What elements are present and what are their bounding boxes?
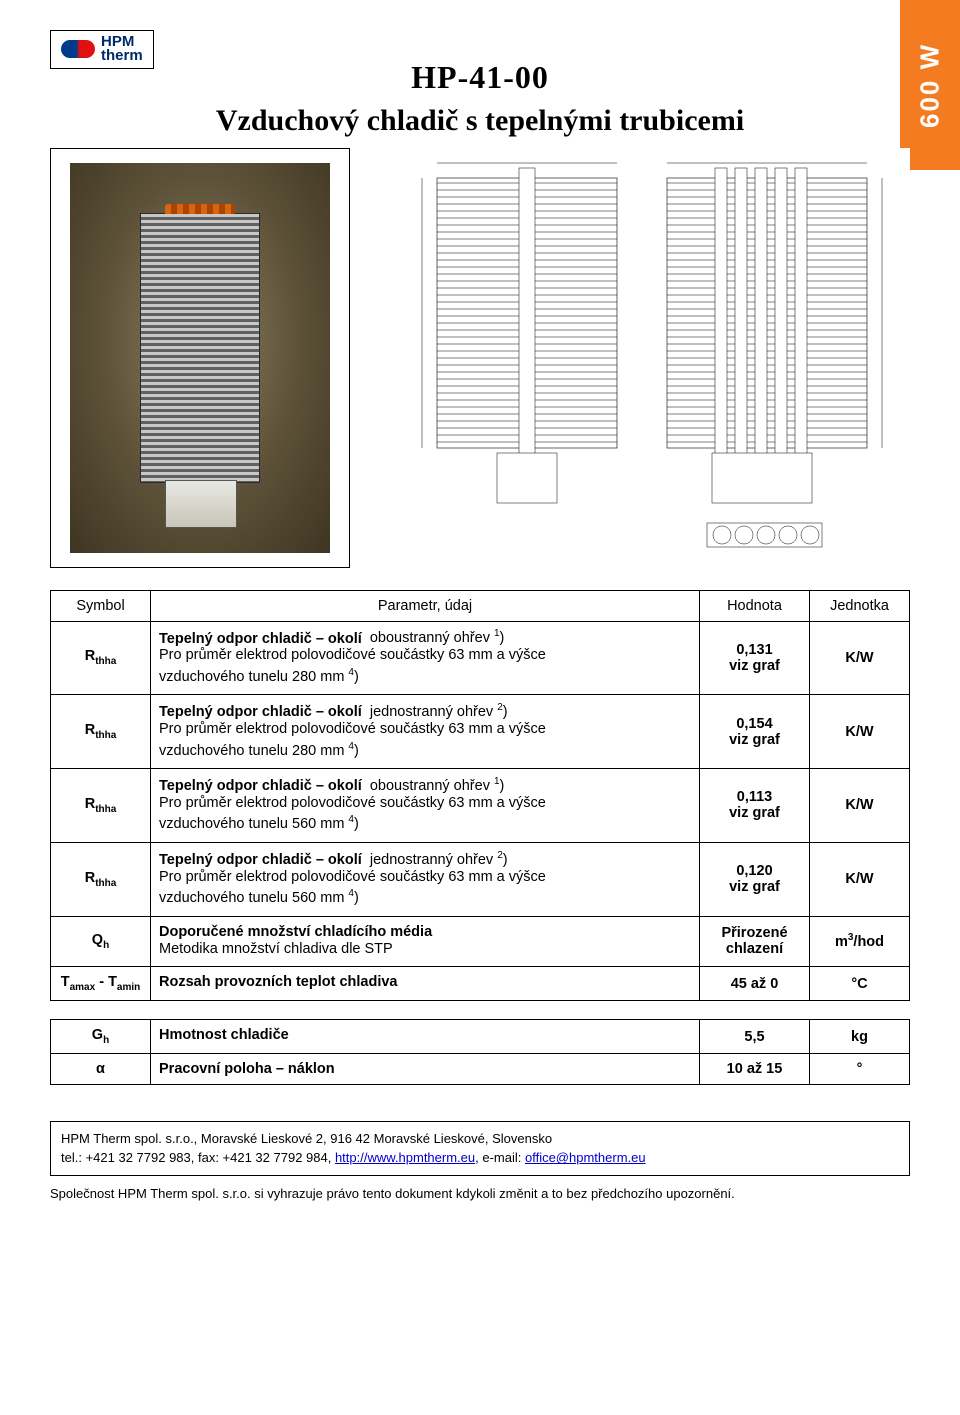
logo-text: HPM therm — [101, 35, 143, 64]
col-unit: Jednotka — [810, 590, 910, 621]
cell-param: Pracovní poloha – náklon — [151, 1053, 700, 1084]
header: HPM therm HP-41-00 Vzduchový chladič s t… — [50, 30, 910, 138]
footer-address-box: HPM Therm spol. s.r.o., Moravské Lieskov… — [50, 1121, 910, 1176]
footer-link-email[interactable]: office@hpmtherm.eu — [525, 1150, 646, 1165]
cell-param: Tepelný odpor chladič – okolí oboustrann… — [151, 621, 700, 695]
table-header-row: Symbol Parametr, údaj Hodnota Jednotka — [51, 590, 910, 621]
footer: HPM Therm spol. s.r.o., Moravské Lieskov… — [50, 1121, 910, 1204]
cell-param: Tepelný odpor chladič – okolí oboustrann… — [151, 769, 700, 843]
logo-line2: therm — [101, 47, 143, 64]
cell-value: 45 až 0 — [700, 967, 810, 1001]
cell-value: 0,131viz graf — [700, 621, 810, 695]
logo-box: HPM therm — [50, 30, 154, 69]
cell-unit: m3/hod — [810, 916, 910, 967]
heatsink-render — [140, 213, 260, 483]
cell-unit: kg — [810, 1020, 910, 1054]
cell-symbol: Rthha — [51, 695, 151, 769]
cell-value: 0,120viz graf — [700, 842, 810, 916]
cell-value: 0,154viz graf — [700, 695, 810, 769]
cell-unit: °C — [810, 967, 910, 1001]
table-row: QhDoporučené množství chladícího médiaMe… — [51, 916, 910, 967]
cell-value: Přirozenéchlazení — [700, 916, 810, 967]
cell-unit: K/W — [810, 621, 910, 695]
wattage-tag: 600 W — [900, 0, 960, 170]
table-row: αPracovní poloha – náklon10 až 15° — [51, 1053, 910, 1084]
cell-param: Doporučené množství chladícího médiaMeto… — [151, 916, 700, 967]
cell-unit: K/W — [810, 842, 910, 916]
cell-value: 10 až 15 — [700, 1053, 810, 1084]
technical-drawing — [364, 148, 910, 568]
footer-address: HPM Therm spol. s.r.o., Moravské Lieskov… — [61, 1129, 899, 1149]
footer-tel: tel.: +421 32 7792 983, fax: +421 32 779… — [61, 1150, 335, 1165]
cell-param: Rozsah provozních teplot chladiva — [151, 967, 700, 1001]
product-photo — [70, 163, 330, 553]
table-row: RthhaTepelný odpor chladič – okolí obous… — [51, 621, 910, 695]
table-row: RthhaTepelný odpor chladič – okolí jedno… — [51, 695, 910, 769]
product-subtitle: Vzduchový chladič s tepelnými trubicemi — [50, 104, 910, 138]
footer-contact: tel.: +421 32 7792 983, fax: +421 32 779… — [61, 1148, 899, 1168]
footer-disclaimer: Společnost HPM Therm spol. s.r.o. si vyh… — [50, 1184, 910, 1204]
model-number: HP-41-00 — [50, 59, 910, 96]
col-value: Hodnota — [700, 590, 810, 621]
cell-symbol: Rthha — [51, 769, 151, 843]
spec-table: Symbol Parametr, údaj Hodnota Jednotka R… — [50, 590, 910, 1002]
logo-icon — [61, 40, 95, 58]
footer-mid: , e-mail: — [475, 1150, 525, 1165]
cell-param: Tepelný odpor chladič – okolí jednostran… — [151, 695, 700, 769]
col-symbol: Symbol — [51, 590, 151, 621]
cell-symbol: Gh — [51, 1020, 151, 1054]
table-row: Tamax - TaminRozsah provozních teplot ch… — [51, 967, 910, 1001]
images-row — [50, 148, 910, 568]
cell-symbol: Qh — [51, 916, 151, 967]
cell-symbol: Rthha — [51, 842, 151, 916]
spec-table-2: GhHmotnost chladiče5,5kgαPracovní poloha… — [50, 1019, 910, 1085]
cell-unit: K/W — [810, 695, 910, 769]
product-photo-box — [50, 148, 350, 568]
table-row: GhHmotnost chladiče5,5kg — [51, 1020, 910, 1054]
cell-value: 0,113viz graf — [700, 769, 810, 843]
cell-symbol: Rthha — [51, 621, 151, 695]
cell-unit: ° — [810, 1053, 910, 1084]
table-row: RthhaTepelný odpor chladič – okolí obous… — [51, 769, 910, 843]
col-param: Parametr, údaj — [151, 590, 700, 621]
cell-value: 5,5 — [700, 1020, 810, 1054]
cell-unit: K/W — [810, 769, 910, 843]
cell-param: Hmotnost chladiče — [151, 1020, 700, 1054]
footer-link-web[interactable]: http://www.hpmtherm.eu — [335, 1150, 475, 1165]
cell-symbol: Tamax - Tamin — [51, 967, 151, 1001]
table-row: RthhaTepelný odpor chladič – okolí jedno… — [51, 842, 910, 916]
cell-param: Tepelný odpor chladič – okolí jednostran… — [151, 842, 700, 916]
cell-symbol: α — [51, 1053, 151, 1084]
